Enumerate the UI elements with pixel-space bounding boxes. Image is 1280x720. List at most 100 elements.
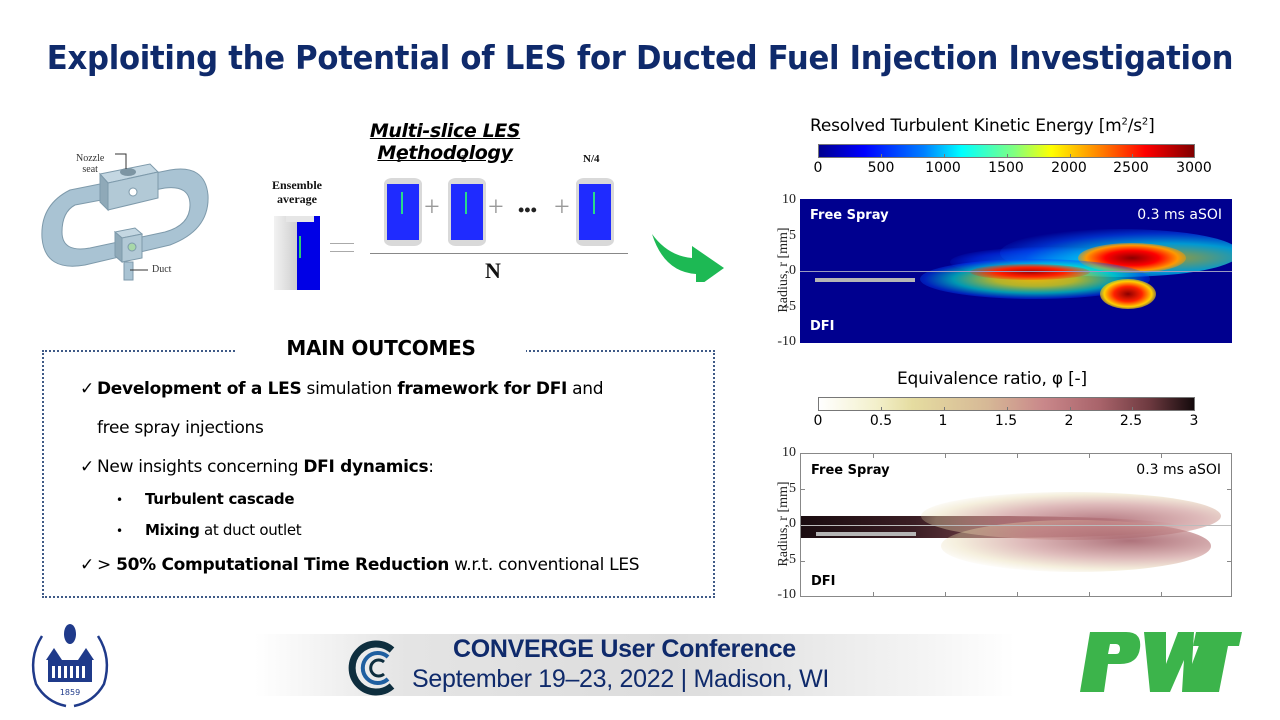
checkmark-icon: ✓	[80, 379, 95, 399]
fraction-line	[370, 253, 628, 254]
ensemble-average-label: Ensemble average	[262, 178, 332, 206]
slice-number-1: 1	[396, 153, 402, 165]
phi-tick-label: 1.5	[994, 413, 1018, 429]
cb-tick	[881, 154, 882, 158]
xtick-mark	[1017, 592, 1018, 596]
tke-title-a: Resolved Turbulent Kinetic Energy [m	[810, 116, 1122, 136]
ensemble-average-image	[274, 216, 320, 290]
nozzle-seat-label: Nozzle seat	[76, 153, 104, 175]
duct-label: Duct	[152, 264, 172, 275]
cb-tick	[1132, 154, 1133, 158]
phi-heatmap: Free Spray DFI 0.3 ms aSOI	[800, 453, 1232, 597]
outcome-1-text-a: simulation	[301, 379, 398, 399]
tke-ytick: -5	[784, 299, 796, 314]
outcome-subitem-2: Mixing at duct outlet	[145, 521, 302, 539]
phi-ytick: 5	[789, 481, 796, 496]
outcome-item-2: New insights concerning DFI dynamics:	[97, 457, 434, 477]
main-outcomes-title: MAIN OUTCOMES	[236, 336, 526, 360]
free-spray-label: Free Spray	[810, 208, 889, 223]
curved-arrow-icon	[652, 234, 724, 282]
ellipsis: •••	[518, 200, 537, 220]
nozzle-duct-figure: Nozzle seat Duct	[30, 150, 220, 285]
phi-ytick: -10	[777, 587, 796, 602]
outcome-1-text-b: and	[567, 379, 604, 399]
outcome-2-bold: DFI dynamics	[303, 457, 429, 477]
tke-ytick: 0	[789, 263, 796, 278]
phi-tick-label: 0	[813, 413, 823, 429]
checkmark-icon: ✓	[80, 555, 95, 575]
ensemble-line2: average	[277, 192, 317, 206]
outcome-3-bold: 50% Computational Time Reduction	[116, 555, 450, 575]
politecnico-torino-logo-icon: 1859	[31, 624, 109, 708]
tke-title-b: /s	[1127, 116, 1142, 136]
phi-tick-label: 1	[938, 413, 948, 429]
nozzle-seat-line2: seat	[82, 164, 98, 175]
free-spray-label: Free Spray	[811, 463, 890, 478]
time-label: 0.3 ms aSOI	[1137, 207, 1222, 223]
tke-tick-label: 3000	[1176, 160, 1212, 176]
tke-heatmap: Free Spray DFI 0.3 ms aSOI	[800, 199, 1232, 343]
pwt-logo-icon	[1080, 632, 1242, 692]
tke-title-sup1: 2	[1121, 116, 1128, 128]
tke-ytick: -10	[777, 334, 796, 349]
equals-sign	[330, 243, 354, 252]
slice-number-2: 2	[461, 153, 467, 165]
outcome-2-text-a: New insights concerning	[97, 457, 304, 477]
outcome-2-text-b: :	[428, 457, 434, 477]
xtick-mark	[873, 454, 874, 458]
tke-colorbar-title: Resolved Turbulent Kinetic Energy [m2/s2…	[810, 116, 1155, 136]
bullet-icon: •	[116, 493, 124, 507]
cb-tick	[1070, 154, 1071, 158]
ensemble-line1: Ensemble	[271, 178, 322, 192]
cb-tick	[1007, 154, 1008, 158]
outcome-item-1: Development of a LES simulation framewor…	[97, 379, 604, 399]
xtick-mark	[1089, 592, 1090, 596]
bullet-icon: •	[116, 524, 124, 538]
tke-tick-label: 2500	[1113, 160, 1149, 176]
tke-colorbar	[818, 144, 1195, 158]
tke-tick-label: 500	[867, 160, 895, 176]
phi-colorbar	[818, 397, 1195, 411]
zero-line	[801, 525, 1231, 526]
outcome-item-1-line2: free spray injections	[97, 418, 264, 438]
xtick-mark	[945, 454, 946, 458]
slice-cylinder-1	[384, 178, 422, 246]
phi-tick-label: 2.5	[1119, 413, 1143, 429]
plus-sign-2: +	[488, 192, 504, 223]
tke-tick-label: 0	[813, 160, 823, 176]
ytick-mark	[801, 561, 805, 562]
converge-logo-icon	[348, 640, 395, 696]
outcome-3-text-a: >	[97, 555, 117, 575]
subitem-1-bold: Turbulent cascade	[145, 490, 295, 508]
dfi-label: DFI	[811, 574, 836, 589]
plus-sign-1: +	[424, 192, 440, 223]
zero-line	[800, 271, 1232, 272]
tke-title-c: ]	[1148, 116, 1155, 136]
conference-name: CONVERGE User Conference	[453, 635, 796, 663]
outcome-1-bold-a: Development of a LES	[97, 379, 302, 399]
outcome-item-3: > 50% Computational Time Reduction w.r.t…	[97, 555, 640, 575]
duct-indicator	[815, 278, 915, 282]
xtick-mark	[1161, 454, 1162, 458]
dfi-label: DFI	[810, 319, 835, 334]
phi-tick-label: 0.5	[869, 413, 893, 429]
dfi-plume	[941, 520, 1211, 572]
phi-ytick: 10	[782, 445, 796, 460]
duct-indicator	[816, 532, 916, 536]
xtick-mark	[1161, 592, 1162, 596]
cb-tick	[1070, 407, 1071, 411]
university-year: 1859	[60, 688, 80, 697]
slice-number-n4: N/4	[583, 153, 600, 165]
phi-ytick: -5	[784, 552, 796, 567]
tke-ytick: 5	[789, 228, 796, 243]
nozzle-duct-assembly-icon	[41, 153, 209, 281]
phi-colorbar-title: Equivalence ratio, φ [-]	[897, 369, 1087, 389]
dfi-hot-region	[1100, 279, 1156, 309]
outcome-1-bold-b: framework for DFI	[397, 379, 568, 399]
xtick-mark	[945, 592, 946, 596]
tke-tick-label: 1000	[925, 160, 961, 176]
nozzle-seat-line1: Nozzle	[76, 153, 105, 164]
phi-ytick: 0	[789, 516, 796, 531]
checkmark-icon: ✓	[80, 457, 95, 477]
tke-ytick: 10	[782, 192, 796, 207]
